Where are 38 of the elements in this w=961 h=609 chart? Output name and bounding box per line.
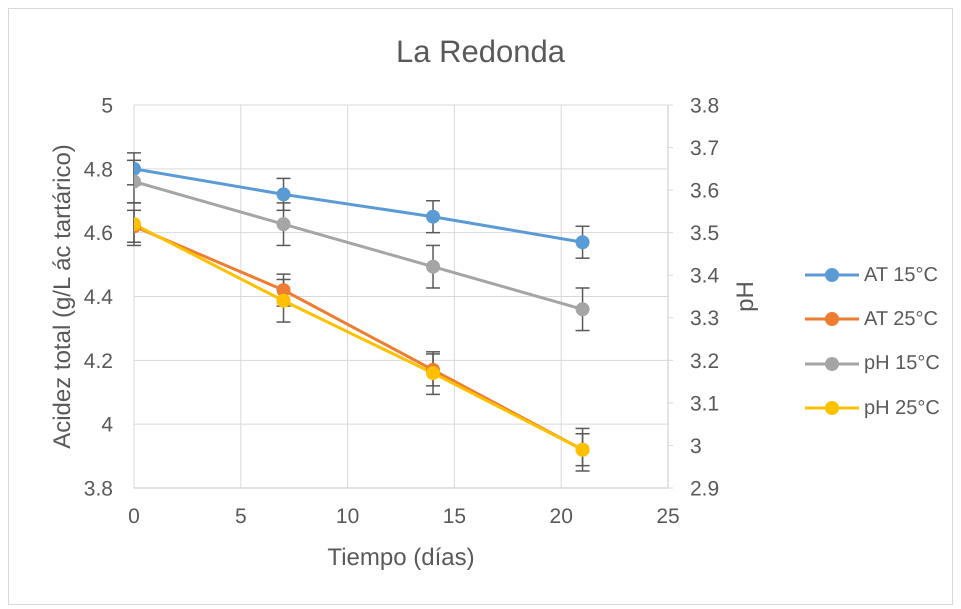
y2-tick-label: 3.4 xyxy=(690,264,720,288)
point xyxy=(576,235,590,250)
y2-tick-label: 3.8 xyxy=(690,94,720,118)
chart-title: La Redonda xyxy=(395,33,566,71)
x-axis-title: Tiempo (días) xyxy=(327,544,475,570)
point xyxy=(426,366,440,380)
y2-tick-label: 3.6 xyxy=(690,180,720,203)
x-tick-label: 20 xyxy=(550,504,573,528)
y-tick-label: 4 xyxy=(101,414,114,437)
point xyxy=(276,217,291,232)
legend-label: AT 15°C xyxy=(864,264,938,287)
y2-tick-label: 3.5 xyxy=(690,222,720,246)
y2-axis-title: pH xyxy=(732,281,758,312)
y-tick-label: 5 xyxy=(101,94,113,118)
y-tick-label: 4.4 xyxy=(84,286,114,309)
y-tick-label: 4.6 xyxy=(84,222,113,246)
x-tick-label: 15 xyxy=(442,504,466,528)
y2-tick-label: 3.7 xyxy=(690,137,720,160)
y2-tick-label: 2.9 xyxy=(690,477,720,500)
y2-tick-label: 3.1 xyxy=(690,392,720,416)
x-tick-label: 25 xyxy=(656,504,680,528)
point xyxy=(426,210,440,224)
y2-tick-label: 3.3 xyxy=(690,307,720,330)
legend-label: AT 25°C xyxy=(864,308,938,331)
legend-label: pH 15°C xyxy=(864,352,940,376)
y-tick-label: 4.2 xyxy=(84,350,113,373)
point xyxy=(276,294,291,308)
point xyxy=(426,260,440,274)
y-tick-label: 4.8 xyxy=(84,158,113,182)
x-tick-label: 5 xyxy=(234,504,247,528)
y-axis-title: Acidez total (g/L ác tartárico) xyxy=(48,144,76,449)
y-tick-label: 3.8 xyxy=(84,477,113,500)
y2-tick-label: 3 xyxy=(690,434,702,458)
point xyxy=(576,302,590,316)
legend-label: pH 25°C xyxy=(864,396,940,420)
y2-tick-label: 3.2 xyxy=(690,350,720,373)
x-tick-label: 0 xyxy=(128,504,140,528)
x-tick-label: 10 xyxy=(336,504,360,528)
